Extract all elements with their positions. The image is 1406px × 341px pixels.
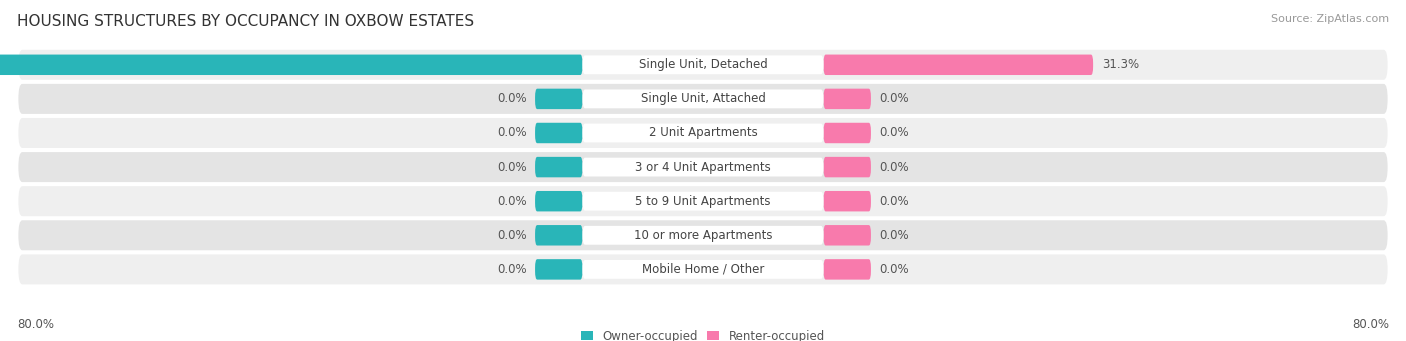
Text: 10 or more Apartments: 10 or more Apartments	[634, 229, 772, 242]
Text: Source: ZipAtlas.com: Source: ZipAtlas.com	[1271, 14, 1389, 24]
Text: 0.0%: 0.0%	[880, 127, 910, 139]
Text: 0.0%: 0.0%	[880, 195, 910, 208]
FancyBboxPatch shape	[18, 220, 1388, 250]
FancyBboxPatch shape	[824, 191, 870, 211]
Text: 0.0%: 0.0%	[496, 195, 526, 208]
Text: 0.0%: 0.0%	[880, 161, 910, 174]
FancyBboxPatch shape	[824, 55, 1092, 75]
FancyBboxPatch shape	[824, 259, 870, 280]
FancyBboxPatch shape	[536, 89, 582, 109]
FancyBboxPatch shape	[582, 55, 824, 74]
FancyBboxPatch shape	[536, 191, 582, 211]
FancyBboxPatch shape	[536, 157, 582, 177]
Text: 0.0%: 0.0%	[496, 127, 526, 139]
Text: 80.0%: 80.0%	[1353, 318, 1389, 331]
Text: 0.0%: 0.0%	[880, 229, 910, 242]
Text: Single Unit, Attached: Single Unit, Attached	[641, 92, 765, 105]
Text: 31.3%: 31.3%	[1102, 58, 1139, 71]
FancyBboxPatch shape	[582, 192, 824, 211]
FancyBboxPatch shape	[18, 186, 1388, 216]
Text: HOUSING STRUCTURES BY OCCUPANCY IN OXBOW ESTATES: HOUSING STRUCTURES BY OCCUPANCY IN OXBOW…	[17, 14, 474, 29]
FancyBboxPatch shape	[18, 254, 1388, 284]
Text: 5 to 9 Unit Apartments: 5 to 9 Unit Apartments	[636, 195, 770, 208]
Text: 0.0%: 0.0%	[496, 229, 526, 242]
Text: 0.0%: 0.0%	[496, 92, 526, 105]
Text: 0.0%: 0.0%	[880, 92, 910, 105]
FancyBboxPatch shape	[582, 158, 824, 177]
FancyBboxPatch shape	[582, 123, 824, 143]
Text: 3 or 4 Unit Apartments: 3 or 4 Unit Apartments	[636, 161, 770, 174]
FancyBboxPatch shape	[824, 123, 870, 143]
FancyBboxPatch shape	[582, 89, 824, 108]
FancyBboxPatch shape	[582, 226, 824, 245]
Text: Mobile Home / Other: Mobile Home / Other	[641, 263, 765, 276]
FancyBboxPatch shape	[582, 260, 824, 279]
Text: 2 Unit Apartments: 2 Unit Apartments	[648, 127, 758, 139]
FancyBboxPatch shape	[18, 84, 1388, 114]
Text: 0.0%: 0.0%	[496, 161, 526, 174]
FancyBboxPatch shape	[18, 118, 1388, 148]
Text: Single Unit, Detached: Single Unit, Detached	[638, 58, 768, 71]
FancyBboxPatch shape	[536, 123, 582, 143]
Text: 80.0%: 80.0%	[17, 318, 53, 331]
FancyBboxPatch shape	[0, 55, 582, 75]
FancyBboxPatch shape	[536, 259, 582, 280]
Text: 0.0%: 0.0%	[880, 263, 910, 276]
FancyBboxPatch shape	[536, 225, 582, 246]
Text: 0.0%: 0.0%	[496, 263, 526, 276]
Legend: Owner-occupied, Renter-occupied: Owner-occupied, Renter-occupied	[581, 330, 825, 341]
FancyBboxPatch shape	[18, 152, 1388, 182]
FancyBboxPatch shape	[824, 157, 870, 177]
FancyBboxPatch shape	[18, 50, 1388, 80]
FancyBboxPatch shape	[824, 89, 870, 109]
FancyBboxPatch shape	[824, 225, 870, 246]
